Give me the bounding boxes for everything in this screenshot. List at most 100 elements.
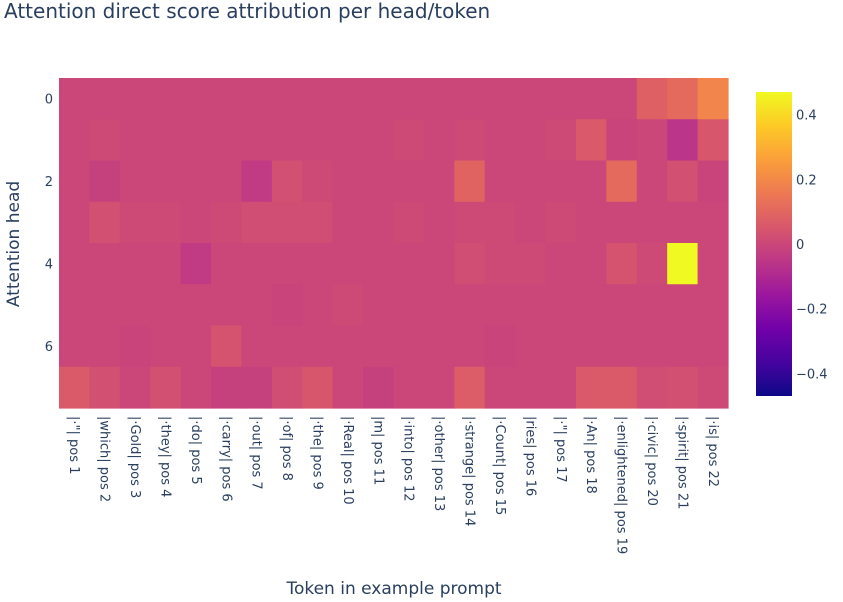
heatmap-cell — [575, 366, 607, 409]
heatmap-cell — [211, 160, 243, 203]
heatmap-cell — [59, 366, 91, 409]
heatmap-cell — [423, 119, 455, 162]
x-tick-label: |·other| pos 13 — [431, 416, 446, 511]
heatmap-cell — [454, 119, 486, 162]
x-tick-label: |·is| pos 22 — [705, 416, 720, 487]
heatmap-cell — [59, 325, 91, 368]
heatmap-cell — [363, 201, 395, 244]
heatmap-cell — [697, 284, 729, 327]
heatmap-cell — [667, 366, 699, 409]
heatmap-cell — [423, 243, 455, 285]
heatmap-cell — [606, 119, 638, 162]
heatmap-cell — [332, 325, 364, 368]
heatmap-cells — [59, 78, 729, 409]
heatmap-cell — [606, 201, 638, 244]
heatmap-cell — [545, 78, 577, 120]
heatmap-cell — [697, 366, 729, 409]
heatmap-cell — [575, 160, 607, 203]
heatmap-cell — [606, 78, 638, 120]
heatmap-cell — [241, 284, 273, 327]
heatmap-cell — [575, 325, 607, 368]
heatmap-cell — [332, 243, 364, 285]
heatmap-cell — [271, 243, 303, 285]
heatmap-cell — [150, 201, 182, 244]
heatmap-cell — [454, 284, 486, 327]
heatmap-cell — [332, 78, 364, 120]
heatmap-cell — [211, 119, 243, 162]
heatmap-cell — [302, 366, 334, 409]
heatmap-cell — [393, 160, 425, 203]
heatmap-cell — [119, 366, 151, 409]
x-tick-label: |·Gold| pos 3 — [127, 416, 142, 498]
x-tick-label: |·Count| pos 15 — [492, 416, 507, 515]
heatmap-cell — [271, 201, 303, 244]
heatmap-cell — [484, 366, 516, 409]
heatmap-cell — [119, 78, 151, 120]
heatmap-cell — [545, 201, 577, 244]
heatmap-cell — [363, 284, 395, 327]
x-tick-label: |which| pos 2 — [97, 416, 112, 502]
heatmap-cell — [302, 243, 334, 285]
x-tick-label: |·"| pos 17 — [553, 416, 568, 483]
heatmap-cell — [119, 243, 151, 285]
x-axis-ticks: |·"| pos 1 |which| pos 2 |·Gold| pos 3 |·th… — [66, 416, 720, 554]
heatmap-cell — [211, 243, 243, 285]
chart-title: Attention direct score attribution per h… — [4, 0, 490, 23]
heatmap-cell — [636, 160, 668, 203]
heatmap-cell — [515, 284, 547, 327]
heatmap-cell — [545, 119, 577, 162]
heatmap-cell — [150, 366, 182, 409]
heatmap-cell — [697, 119, 729, 162]
heatmap-cell — [454, 366, 486, 409]
colorbar-tick-label: 0.4 — [796, 109, 817, 124]
heatmap-cell — [59, 284, 91, 327]
heatmap-cell — [241, 325, 273, 368]
heatmap-cell — [393, 78, 425, 120]
heatmap-cell — [575, 201, 607, 244]
heatmap-cell — [636, 284, 668, 327]
heatmap-cell — [575, 284, 607, 327]
heatmap-cell — [484, 243, 516, 285]
heatmap-cell — [89, 366, 121, 409]
heatmap-cell — [302, 119, 334, 162]
x-axis-title: Token in example prompt — [285, 579, 501, 599]
heatmap-cell — [89, 160, 121, 203]
heatmap-cell — [697, 243, 729, 285]
heatmap-cell — [606, 366, 638, 409]
x-tick-label: |m| pos 11 — [370, 416, 385, 485]
heatmap-cell — [393, 325, 425, 368]
heatmap-cell — [423, 201, 455, 244]
heatmap-cell — [89, 201, 121, 244]
colorbar-ticks: 0.4 0.2 0 −0.2 −0.4 — [796, 109, 828, 383]
heatmap-cell — [211, 325, 243, 368]
heatmap-cell — [575, 243, 607, 285]
heatmap-cell — [180, 119, 212, 162]
heatmap-cell — [545, 243, 577, 285]
colorbar-gradient — [756, 92, 792, 396]
heatmap-cell — [515, 325, 547, 368]
heatmap-cell — [393, 243, 425, 285]
heatmap-cell — [606, 243, 638, 285]
heatmap-cell — [271, 284, 303, 327]
heatmap-cell — [211, 201, 243, 244]
heatmap-cell — [697, 325, 729, 368]
heatmap-cell — [667, 78, 699, 120]
heatmap-cell — [484, 160, 516, 203]
heatmap-cell — [667, 119, 699, 162]
heatmap-cell — [211, 366, 243, 409]
heatmap-cell — [271, 119, 303, 162]
heatmap-cell — [515, 160, 547, 203]
heatmap-cell — [119, 284, 151, 327]
heatmap-cell — [89, 78, 121, 120]
heatmap-cell — [454, 78, 486, 120]
heatmap-cell — [89, 284, 121, 327]
colorbar-tick-label: −0.4 — [796, 367, 828, 382]
heatmap-cell — [271, 325, 303, 368]
heatmap-cell — [363, 78, 395, 120]
heatmap-cell — [211, 78, 243, 120]
colorbar: 0.4 0.2 0 −0.2 −0.4 — [756, 92, 828, 396]
heatmap-cell — [545, 325, 577, 368]
x-tick-label: |·strange| pos 14 — [462, 416, 477, 526]
heatmap-cell — [393, 201, 425, 244]
